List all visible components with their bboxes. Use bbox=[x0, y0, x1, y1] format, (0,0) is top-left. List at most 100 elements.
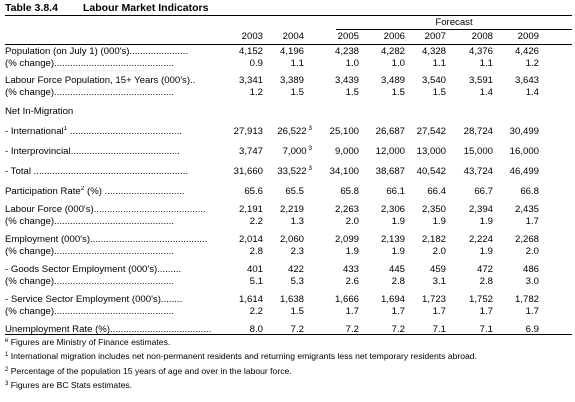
cell-2005: 7.2 bbox=[345, 324, 359, 335]
cell-2007: 1.5 bbox=[432, 87, 446, 98]
row-label: (% change)..............................… bbox=[5, 276, 175, 287]
cell-2007: 4,328 bbox=[421, 46, 446, 57]
cell-2003: 2,014 bbox=[238, 234, 263, 245]
cell-2006: 1.9 bbox=[391, 246, 405, 257]
cell-2005: 1.0 bbox=[345, 58, 359, 69]
cell-2008: 3,591 bbox=[468, 75, 493, 86]
cell-2006: 2,139 bbox=[380, 234, 405, 245]
cell-2009: 6.9 bbox=[525, 324, 539, 335]
cell-2004: 4,196 bbox=[279, 46, 304, 57]
cell-2008: 15,000 bbox=[463, 146, 493, 157]
cell-2004: 2,219 bbox=[279, 204, 304, 215]
cell-2003: 1.2 bbox=[249, 87, 263, 98]
cell-2004: 5.3 bbox=[290, 276, 304, 287]
cell-2005: 1,666 bbox=[334, 294, 359, 305]
cell-2004: 2,060 bbox=[279, 234, 304, 245]
row-label: (% change)..............................… bbox=[5, 58, 175, 69]
cell-2003: 2.2 bbox=[249, 216, 263, 227]
header-rule bbox=[5, 44, 572, 45]
year-2006: 2006 bbox=[383, 31, 405, 42]
cell-2008: 1.4 bbox=[479, 87, 493, 98]
year-2004: 2004 bbox=[282, 31, 304, 42]
cell-2006: 38,687 bbox=[375, 166, 405, 177]
table-row: - Interprovincial.......................… bbox=[5, 145, 572, 158]
cell-2005: 34,100 bbox=[329, 166, 359, 177]
cell-2003: 2.2 bbox=[249, 306, 263, 317]
cell-2007: 66.4 bbox=[427, 186, 446, 197]
cell-2006: 7.2 bbox=[391, 324, 405, 335]
row-label: (% change)..............................… bbox=[5, 246, 175, 257]
cell-2007: 459 bbox=[429, 264, 446, 275]
footnote: e Figures are Ministry of Finance estima… bbox=[5, 337, 171, 347]
row-label: Labour Force (000's)....................… bbox=[5, 204, 206, 215]
cell-2005: 1.5 bbox=[345, 87, 359, 98]
cell-2008: 2,394 bbox=[468, 204, 493, 215]
year-2007: 2007 bbox=[424, 31, 446, 42]
footnote: 1 International migration includes net n… bbox=[5, 351, 477, 361]
table-row: Participation Rate2 (%) ................… bbox=[5, 186, 572, 198]
cell-2009: 1.7 bbox=[525, 216, 539, 227]
cell-2004: 422 bbox=[287, 264, 304, 275]
cell-2006: 1,694 bbox=[380, 294, 405, 305]
cell-2006: 1.5 bbox=[391, 87, 405, 98]
cell-2008: 1,752 bbox=[468, 294, 493, 305]
year-2008: 2008 bbox=[471, 31, 493, 42]
cell-2007: 3.1 bbox=[432, 276, 446, 287]
cell-2008: 28,724 bbox=[463, 126, 493, 137]
cell-2004: 1.5 bbox=[290, 87, 304, 98]
cell-2003: 401 bbox=[246, 264, 263, 275]
table-row: Labour Force Population, 15+ Years (000'… bbox=[5, 75, 572, 87]
cell-2008: 472 bbox=[476, 264, 493, 275]
row-label: (% change)..............................… bbox=[5, 306, 175, 317]
cell-2008: 4,376 bbox=[468, 46, 493, 57]
table-row: Employment (000's)......................… bbox=[5, 234, 572, 246]
cell-2008: 7.1 bbox=[479, 324, 493, 335]
cell-2005: 1.9 bbox=[345, 246, 359, 257]
cell-2003: 2.8 bbox=[249, 246, 263, 257]
cell-2003: 27,913 bbox=[233, 126, 263, 137]
row-label: - Goods Sector Employment (000's).......… bbox=[5, 264, 182, 275]
cell-2007: 3,540 bbox=[421, 75, 446, 86]
table-row: (% change)..............................… bbox=[5, 276, 572, 288]
cell-2006: 12,000 bbox=[375, 146, 405, 157]
cell-2006: 26,687 bbox=[375, 126, 405, 137]
cell-2008: 1.1 bbox=[479, 58, 493, 69]
cell-2009: 1.2 bbox=[525, 58, 539, 69]
cell-2008: 43,724 bbox=[463, 166, 493, 177]
table-row: (% change)..............................… bbox=[5, 216, 572, 228]
cell-2004: 1.1 bbox=[290, 58, 304, 69]
table-row: Population (on July 1) (000's)..........… bbox=[5, 46, 572, 58]
cell-2006: 1.9 bbox=[391, 216, 405, 227]
cell-2009: 1.4 bbox=[525, 87, 539, 98]
row-label: (% change)..............................… bbox=[5, 216, 175, 227]
cell-2005: 2,099 bbox=[334, 234, 359, 245]
cell-2006: 3,489 bbox=[380, 75, 405, 86]
cell-2007: 1.7 bbox=[432, 306, 446, 317]
cell-2009: 2,268 bbox=[514, 234, 539, 245]
cell-2003: 31,660 bbox=[233, 166, 263, 177]
table-title-text: Labour Market Indicators bbox=[83, 2, 209, 14]
cell-2009: 3.0 bbox=[525, 276, 539, 287]
table-row: Net In-Migration bbox=[5, 106, 572, 118]
cell-2009: 486 bbox=[522, 264, 539, 275]
cell-2008: 1.9 bbox=[479, 246, 493, 257]
cell-2004: 7.2 bbox=[290, 324, 304, 335]
cell-2006: 66.1 bbox=[386, 186, 405, 197]
cell-2003: 65.6 bbox=[244, 186, 263, 197]
row-label: Participation Rate2 (%) ................… bbox=[5, 186, 185, 197]
cell-2008: 2.8 bbox=[479, 276, 493, 287]
cell-2005: 65.8 bbox=[340, 186, 359, 197]
cell-2004: 26,522 3 bbox=[277, 125, 312, 137]
table-row: - International1 .......................… bbox=[5, 125, 572, 138]
table-row: - Total ................................… bbox=[5, 165, 572, 178]
cell-2006: 1.0 bbox=[391, 58, 405, 69]
cell-2009: 2,435 bbox=[514, 204, 539, 215]
table-row: - Service Sector Employment (000's).....… bbox=[5, 294, 572, 306]
cell-2007: 1.9 bbox=[432, 216, 446, 227]
row-label: (% change)..............................… bbox=[5, 87, 175, 98]
cell-2005: 9,000 bbox=[334, 146, 359, 157]
cell-2006: 445 bbox=[388, 264, 405, 275]
cell-2006: 1.7 bbox=[391, 306, 405, 317]
top-rule bbox=[5, 15, 572, 16]
row-label: Population (on July 1) (000's)..........… bbox=[5, 46, 189, 57]
